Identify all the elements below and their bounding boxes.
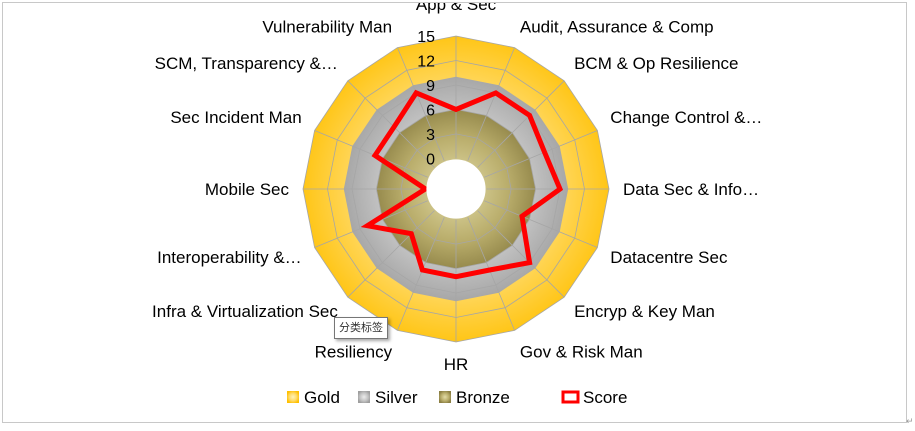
- grid-spoke-datacentre-sec: [484, 200, 598, 248]
- grid-spoke-sec-incident-man: [314, 130, 428, 178]
- grid-spoke-gov-risk-man: [467, 217, 515, 331]
- category-label-data-sec-info: Data Sec & Info…: [623, 180, 759, 199]
- radar-grid: [302, 35, 610, 343]
- legend-label-gold: Gold: [304, 388, 340, 407]
- category-tooltip: 分类标签: [334, 317, 388, 339]
- legend-label-score: Score: [583, 388, 627, 407]
- radar-chart[interactable]: 0 3 6 9 12 15 App & Sec Audit, Assurance & Com…: [3, 0, 908, 424]
- legend-swatch-gold: [287, 391, 299, 403]
- grid-spoke-audit-assurance-comp: [467, 47, 515, 161]
- legend-swatch-score: [561, 390, 580, 404]
- legend-item-bronze: Bronze: [439, 388, 510, 407]
- category-label-bcm-op-resilience: BCM & Op Resilience: [574, 54, 738, 73]
- category-label-vulnerability-man: Vulnerability Man: [262, 18, 392, 37]
- category-label-audit-assurance-comp: Audit, Assurance & Comp: [520, 18, 714, 37]
- legend-swatch-silver: [358, 391, 370, 403]
- category-label-sec-incident-man: Sec Incident Man: [170, 108, 301, 127]
- legend-label-silver: Silver: [375, 388, 418, 407]
- tick-label-9: 9: [426, 78, 435, 95]
- category-label-interoperability: Interoperability &…: [157, 248, 302, 267]
- grid-spoke-infra-virtualization-sec: [347, 210, 435, 298]
- grid-spoke-scm-transparency: [347, 80, 435, 168]
- category-label-app-sec: App & Sec: [416, 3, 497, 14]
- tick-label-15: 15: [417, 29, 435, 46]
- category-label-infra-virtualization-sec: Infra & Virtualization Sec: [152, 302, 338, 321]
- legend: Gold Silver Bronze Score: [287, 388, 627, 407]
- legend-item-silver: Silver: [358, 388, 418, 407]
- legend-swatch-bronze: [439, 391, 451, 403]
- paragraph-mark: ↵: [906, 417, 914, 427]
- legend-label-bronze: Bronze: [456, 388, 510, 407]
- grid-spoke-vulnerability-man: [397, 47, 445, 161]
- category-labels: App & Sec Audit, Assurance & Comp BCM & Op…: [152, 0, 762, 374]
- legend-item-gold: Gold: [287, 388, 340, 407]
- center-hole: [426, 159, 486, 219]
- category-label-datacentre-sec: Datacentre Sec: [610, 248, 728, 267]
- category-label-gov-risk-man: Gov & Risk Man: [520, 342, 643, 361]
- radial-tick-labels: 0 3 6 9 12 15: [417, 29, 435, 168]
- tick-label-6: 6: [426, 102, 435, 119]
- chart-frame: 0 3 6 9 12 15 App & Sec Audit, Assurance & Com…: [2, 0, 908, 424]
- grid-spoke-encryp-key-man: [477, 210, 565, 298]
- category-label-encryp-key-man: Encryp & Key Man: [574, 302, 715, 321]
- category-label-hr: HR: [444, 355, 469, 374]
- category-label-change-control: Change Control &…: [610, 108, 762, 127]
- tick-label-12: 12: [417, 54, 435, 71]
- score-series: [360, 89, 564, 280]
- category-label-mobile-sec: Mobile Sec: [205, 180, 290, 199]
- grid-spoke-change-control: [484, 130, 598, 178]
- tick-label-3: 3: [426, 127, 435, 144]
- legend-item-score: Score: [561, 388, 627, 407]
- category-label-resiliency: Resiliency: [315, 342, 393, 361]
- tick-label-0: 0: [426, 151, 435, 168]
- center-hole-disc: [426, 159, 486, 219]
- grid-spoke-bcm-op-resilience: [477, 80, 565, 168]
- category-label-scm-transparency: SCM, Transparency &…: [155, 54, 338, 73]
- grid-spoke-resiliency: [397, 217, 445, 331]
